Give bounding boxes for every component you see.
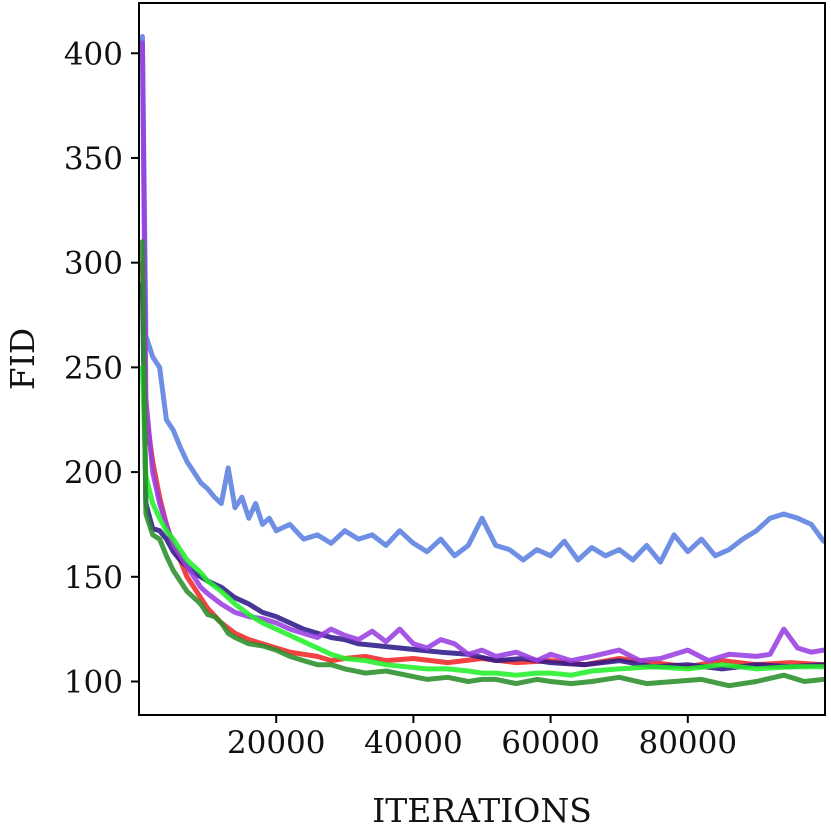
y-tick-label-2: 200 xyxy=(64,455,123,491)
y-axis-title: FID xyxy=(3,328,42,390)
series-line-6 xyxy=(139,239,825,689)
y-tick-label-0: 100 xyxy=(64,664,123,700)
y-tick-label-5: 350 xyxy=(64,141,123,177)
x-axis-ticks: 20000 40000 60000 80000 xyxy=(227,715,737,761)
x-tick-label-2: 60000 xyxy=(501,725,600,761)
series-line-2 xyxy=(139,260,825,670)
y-tick-label-4: 300 xyxy=(64,246,123,282)
x-tick-label-0: 20000 xyxy=(227,725,326,761)
y-axis-ticks: 100 150 200 250 300 350 400 xyxy=(64,36,139,700)
y-tick-label-1: 150 xyxy=(64,560,123,596)
series-layer xyxy=(139,34,825,689)
x-axis-title: ITERATIONS xyxy=(372,791,592,829)
x-tick-label-3: 80000 xyxy=(638,725,737,761)
y-tick-label-3: 250 xyxy=(64,350,123,386)
plot-frame xyxy=(138,2,826,716)
x-tick-label-1: 40000 xyxy=(364,725,463,761)
series-line-5 xyxy=(139,364,825,678)
series-line-4 xyxy=(139,40,825,664)
y-tick-label-6: 400 xyxy=(64,36,123,72)
series-line-1 xyxy=(139,34,825,565)
